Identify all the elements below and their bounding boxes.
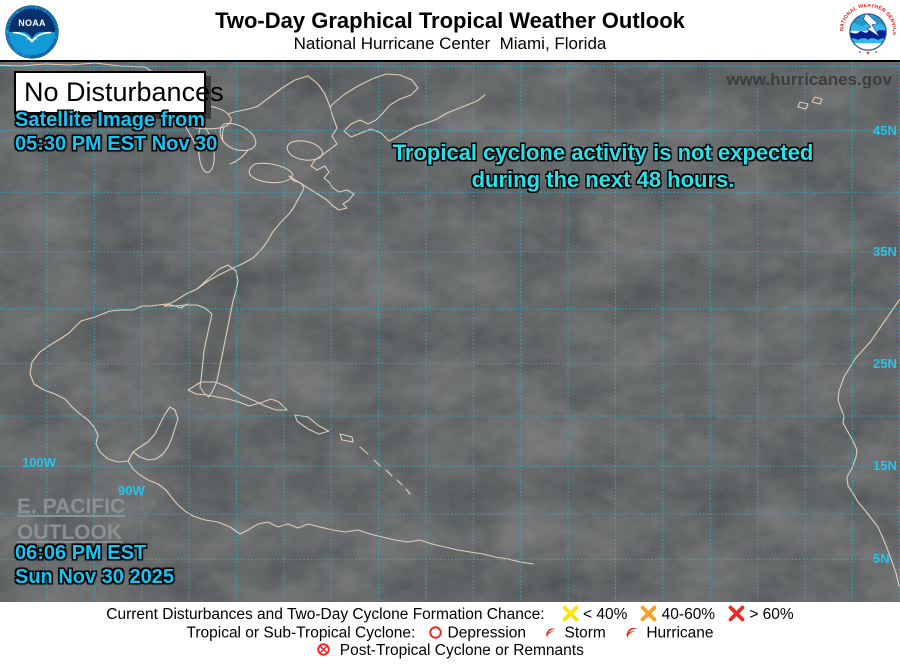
svg-text:35N: 35N bbox=[873, 244, 897, 259]
svg-text:45N: 45N bbox=[873, 123, 897, 138]
svg-text:25N: 25N bbox=[873, 356, 897, 371]
svg-text:★: ★ bbox=[866, 51, 871, 57]
svg-text:5N: 5N bbox=[873, 551, 890, 566]
svg-text:100W: 100W bbox=[22, 455, 57, 470]
svg-text:15N: 15N bbox=[873, 458, 897, 473]
